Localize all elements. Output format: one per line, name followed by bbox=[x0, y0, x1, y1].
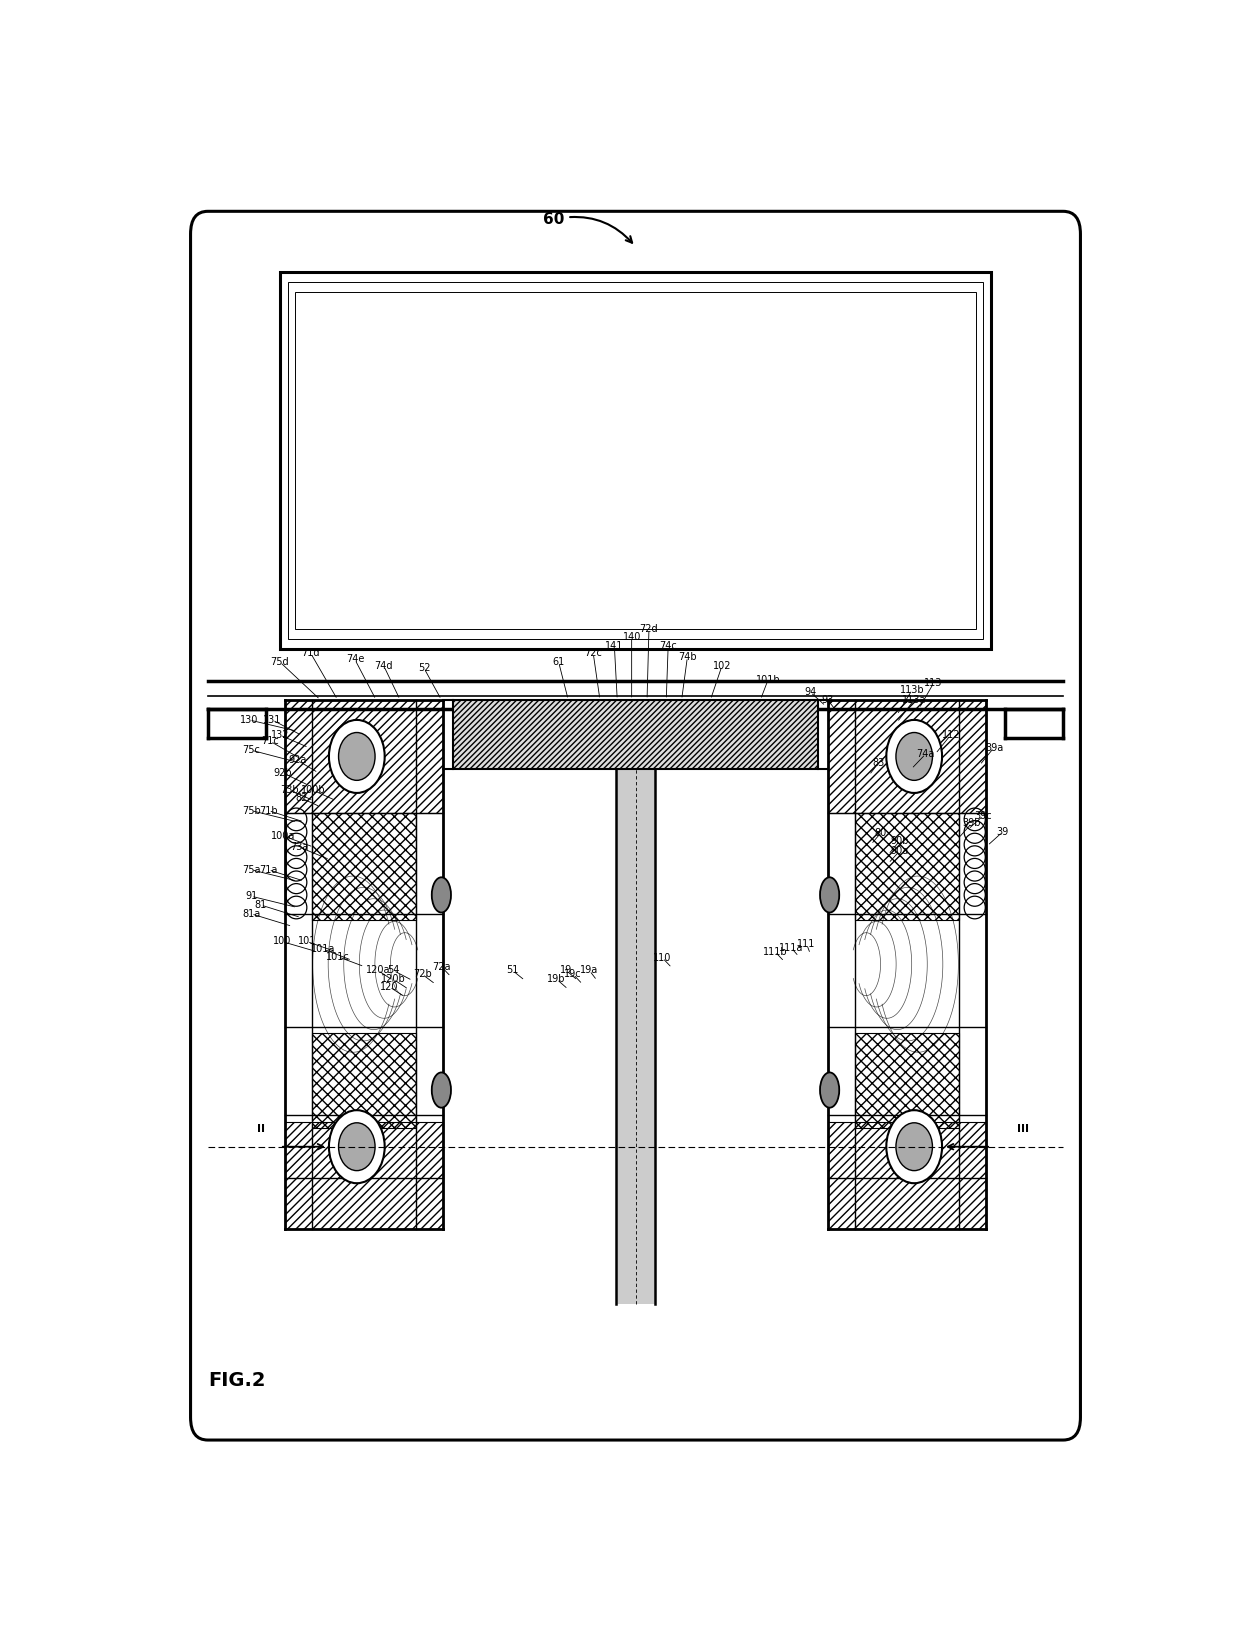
Text: II: II bbox=[257, 1123, 264, 1133]
Text: 90b: 90b bbox=[890, 835, 909, 845]
Text: 120: 120 bbox=[381, 983, 399, 992]
Text: 83: 83 bbox=[873, 757, 885, 768]
Text: 102: 102 bbox=[713, 661, 732, 670]
Text: 100: 100 bbox=[273, 937, 291, 947]
Text: 110: 110 bbox=[653, 953, 672, 963]
Text: 39: 39 bbox=[997, 827, 1008, 837]
Ellipse shape bbox=[329, 1110, 384, 1184]
Text: 19a: 19a bbox=[580, 965, 599, 976]
Text: 19: 19 bbox=[560, 965, 573, 976]
Ellipse shape bbox=[820, 878, 839, 912]
Text: 120b: 120b bbox=[381, 974, 405, 984]
Text: 111a: 111a bbox=[779, 943, 804, 953]
FancyBboxPatch shape bbox=[191, 211, 1080, 1440]
Text: 39a: 39a bbox=[985, 742, 1003, 752]
Text: 92a: 92a bbox=[288, 755, 306, 765]
Bar bbox=[280, 271, 991, 649]
Text: 130: 130 bbox=[241, 714, 258, 724]
Bar bbox=[295, 293, 976, 629]
Text: 75c: 75c bbox=[242, 746, 260, 755]
Text: 72c: 72c bbox=[584, 647, 603, 659]
Text: 81: 81 bbox=[254, 899, 267, 911]
Text: 73a: 73a bbox=[290, 842, 309, 852]
Text: 141: 141 bbox=[605, 641, 624, 651]
Text: 74c: 74c bbox=[660, 641, 677, 651]
Bar bbox=[311, 1033, 417, 1128]
Text: 72d: 72d bbox=[640, 625, 658, 634]
Text: 74b: 74b bbox=[678, 652, 697, 662]
Text: 19b: 19b bbox=[547, 974, 565, 984]
Text: 113b: 113b bbox=[900, 685, 925, 695]
Text: 52: 52 bbox=[418, 664, 430, 674]
Text: III: III bbox=[1017, 1123, 1029, 1133]
Bar bbox=[828, 700, 986, 813]
Text: 51: 51 bbox=[506, 965, 518, 976]
Text: 111b: 111b bbox=[763, 947, 787, 956]
Ellipse shape bbox=[820, 1073, 839, 1107]
Ellipse shape bbox=[339, 1123, 374, 1171]
Text: 72a: 72a bbox=[432, 961, 450, 971]
Text: 74d: 74d bbox=[374, 661, 393, 670]
Text: 101a: 101a bbox=[311, 943, 335, 955]
Text: 82: 82 bbox=[295, 793, 308, 803]
Text: 72b: 72b bbox=[413, 970, 432, 979]
Bar bbox=[854, 1033, 960, 1128]
Text: 140: 140 bbox=[622, 631, 641, 643]
Text: 60: 60 bbox=[543, 213, 632, 242]
Text: 131: 131 bbox=[263, 714, 281, 724]
Bar bbox=[285, 1122, 444, 1228]
Bar bbox=[285, 700, 444, 813]
Text: 91: 91 bbox=[246, 891, 257, 901]
Text: 39b: 39b bbox=[962, 818, 981, 829]
Text: 61: 61 bbox=[553, 657, 564, 667]
Bar bbox=[311, 813, 417, 921]
Text: 90a: 90a bbox=[890, 845, 909, 855]
Text: 75d: 75d bbox=[270, 657, 289, 667]
Text: 19c: 19c bbox=[564, 970, 582, 979]
Bar bbox=[453, 700, 818, 768]
Text: 75a: 75a bbox=[242, 865, 260, 875]
Text: 39c: 39c bbox=[975, 811, 992, 821]
Text: 132: 132 bbox=[270, 731, 289, 741]
Text: 54: 54 bbox=[387, 965, 399, 976]
Text: 71a: 71a bbox=[259, 865, 278, 875]
Text: 100b: 100b bbox=[301, 785, 326, 795]
Ellipse shape bbox=[897, 1123, 932, 1171]
Ellipse shape bbox=[339, 732, 374, 780]
Ellipse shape bbox=[897, 732, 932, 780]
Text: 74e: 74e bbox=[346, 654, 365, 664]
Ellipse shape bbox=[432, 1073, 451, 1107]
Text: 75b: 75b bbox=[242, 806, 260, 816]
Text: 100a: 100a bbox=[270, 831, 295, 840]
Bar bbox=[616, 708, 655, 1305]
Ellipse shape bbox=[887, 719, 942, 793]
Bar bbox=[288, 281, 983, 639]
Text: 113a: 113a bbox=[901, 695, 926, 705]
Text: 71c: 71c bbox=[262, 736, 279, 746]
Text: 113: 113 bbox=[924, 679, 942, 688]
Text: 94: 94 bbox=[805, 687, 816, 697]
Bar bbox=[453, 700, 818, 768]
Text: 81a: 81a bbox=[242, 909, 260, 919]
Text: 101: 101 bbox=[298, 937, 316, 947]
Text: 111: 111 bbox=[797, 938, 816, 948]
Text: 112: 112 bbox=[941, 731, 960, 741]
Text: 71d: 71d bbox=[301, 647, 320, 659]
Bar bbox=[854, 813, 960, 921]
Text: 80: 80 bbox=[874, 829, 887, 839]
Text: 93: 93 bbox=[822, 695, 833, 705]
Text: 101c: 101c bbox=[326, 952, 350, 961]
Text: 71b: 71b bbox=[259, 806, 278, 816]
Text: 92b: 92b bbox=[274, 768, 293, 778]
Ellipse shape bbox=[329, 719, 384, 793]
Text: 120a: 120a bbox=[366, 965, 391, 976]
Ellipse shape bbox=[887, 1110, 942, 1184]
Bar bbox=[828, 1122, 986, 1228]
Text: 73b: 73b bbox=[280, 785, 299, 795]
Text: FIG.2: FIG.2 bbox=[208, 1370, 265, 1390]
Ellipse shape bbox=[432, 878, 451, 912]
Text: 101b: 101b bbox=[756, 675, 780, 685]
Text: 74a: 74a bbox=[916, 749, 935, 759]
